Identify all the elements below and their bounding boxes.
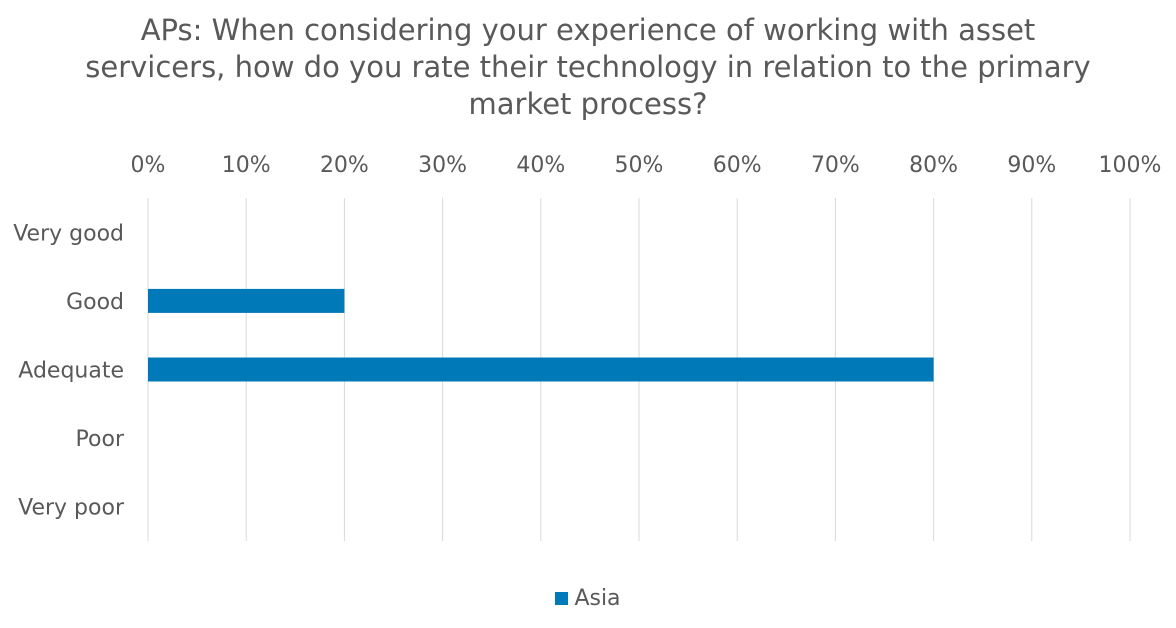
- x-tick-label-10: 100%: [1099, 153, 1162, 178]
- legend-label-asia: Asia: [574, 586, 621, 611]
- category-label-very-poor: Very poor: [18, 496, 125, 521]
- chart-title-line-3: market process?: [468, 87, 708, 121]
- chart-title: APs: When considering your experience of…: [0, 12, 1176, 123]
- category-label-good: Good: [66, 290, 124, 315]
- chart-title-line-1: APs: When considering your experience of…: [140, 13, 1036, 47]
- category-label-very-good: Very good: [13, 221, 124, 246]
- x-tick-label-3: 30%: [418, 153, 467, 178]
- x-tick-label-4: 40%: [516, 153, 565, 178]
- legend-swatch-asia: [555, 592, 569, 605]
- x-tick-label-6: 60%: [713, 153, 762, 178]
- bars: [148, 288, 934, 382]
- x-tick-label-2: 20%: [320, 153, 369, 178]
- category-labels: Very good Good Adequate Poor Very poor: [13, 221, 125, 520]
- x-tick-label-1: 10%: [222, 153, 271, 178]
- x-tick-label-8: 80%: [909, 153, 958, 178]
- x-axis-tick-labels: 0% 10% 20% 30% 40% 50% 60% 70% 80% 90% 100%: [131, 153, 1162, 178]
- category-label-poor: Poor: [76, 427, 125, 452]
- bar-asia-adequate: [148, 357, 934, 382]
- x-tick-label-0: 0%: [131, 153, 166, 178]
- x-tick-label-7: 70%: [811, 153, 860, 178]
- bar-asia-good: [148, 288, 345, 313]
- x-tick-label-9: 90%: [1007, 153, 1056, 178]
- category-label-adequate: Adequate: [18, 359, 124, 384]
- x-tick-label-5: 50%: [615, 153, 664, 178]
- legend: Asia: [0, 586, 1176, 611]
- chart-title-line-2: servicers, how do you rate their technol…: [85, 50, 1091, 84]
